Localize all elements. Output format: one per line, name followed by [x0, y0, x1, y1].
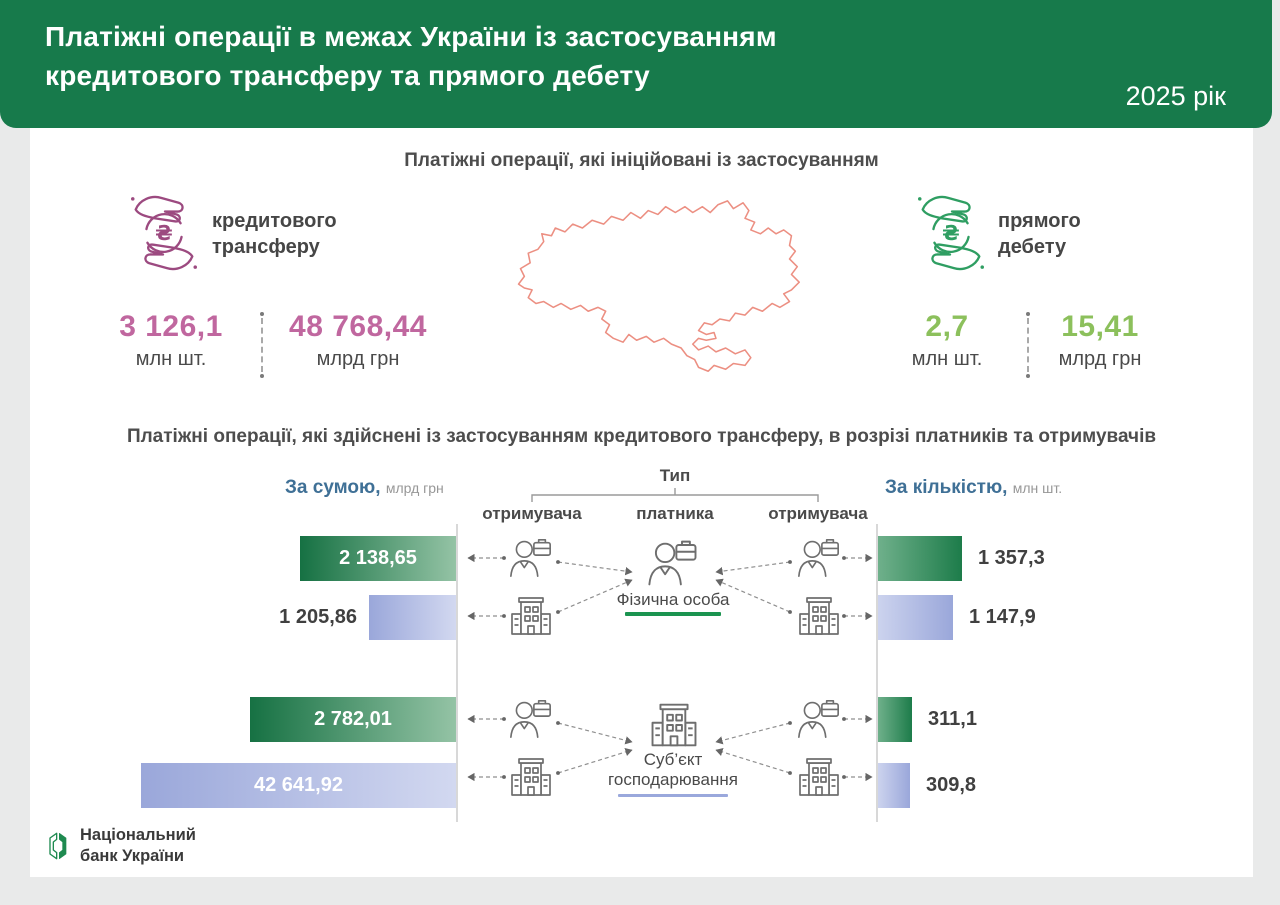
person-receiver-icon — [508, 697, 554, 741]
payer-label-business-line1: Суб’єкт — [643, 750, 703, 769]
type-header: Тип — [659, 466, 691, 485]
debit-amount-stat: 15,41 млрд грн — [1044, 310, 1156, 371]
bar-count-fiz-to-fiz — [878, 536, 962, 581]
bar-count-fiz-to-sub — [878, 595, 953, 640]
building-receiver-icon — [796, 757, 842, 797]
left-axis-line — [456, 524, 458, 822]
payer-label-business-line2: господарювання — [608, 770, 738, 789]
right-axis-line — [876, 524, 878, 822]
debit-count-value: 2,7 — [925, 310, 969, 343]
nbu-logo-icon — [49, 832, 67, 859]
page-title: Платіжні операції в межах України із зас… — [45, 18, 777, 95]
ukraine-map — [517, 200, 800, 372]
bar-sum-sub-to-fiz: 2 782,01 — [250, 697, 456, 742]
section-breakdown-title: Платіжні операції, які здійснені із заст… — [126, 426, 1157, 447]
col-payer: платника — [636, 504, 714, 523]
page-title-line1: Платіжні операції в межах України із зас… — [45, 21, 777, 52]
dotted-divider — [1026, 312, 1030, 378]
page-title-line2: кредитового трансферу та прямого дебету — [45, 59, 650, 91]
sum-axis-label: За сумою, — [285, 477, 381, 498]
building-receiver-icon — [508, 757, 554, 797]
bar-label-count-sub-to-sub: 309,8 — [926, 774, 977, 796]
debit-count-unit: млн шт. — [911, 348, 983, 370]
person-receiver-icon — [796, 697, 842, 741]
credit-transfer-label-line2: трансферу — [212, 236, 320, 258]
hands-hryvnia-icon-debit — [910, 188, 992, 278]
year-badge: 2025 рік — [1125, 81, 1226, 111]
col-receiver-right: отримувача — [768, 504, 868, 523]
building-receiver-icon — [796, 596, 842, 636]
sum-axis-unit: млрд грн — [385, 480, 444, 496]
bar-label-count-fiz-to-fiz: 1 357,3 — [978, 547, 1045, 569]
debit-count-stat: 2,7 млн шт. — [882, 310, 1012, 371]
bar-count-sub-to-sub — [878, 763, 910, 808]
hands-hryvnia-icon-credit — [123, 188, 205, 278]
direct-debit-label-line2: дебету — [998, 236, 1067, 258]
bar-sum-fiz-to-fiz: 2 138,65 — [300, 536, 456, 581]
col-receiver-left: отримувача — [482, 504, 582, 523]
building-receiver-icon — [508, 596, 554, 636]
debit-amount-value: 15,41 — [1061, 310, 1139, 343]
count-axis-caption: За кількістю, млн шт. — [885, 477, 1062, 499]
sum-axis-caption: За сумою, млрд грн — [285, 477, 444, 499]
direct-debit-stats: 2,7 млн шт. 15,41 млрд грн — [882, 310, 1156, 378]
nbu-logo-text: Національний банк України — [80, 825, 196, 866]
bar-sum-fiz-to-sub — [369, 595, 456, 640]
section-initiated-title: Платіжні операції, які ініційовані із за… — [404, 150, 879, 171]
content-card: Платіжні операції, які ініційовані із за… — [30, 128, 1253, 877]
direct-debit-label-line1: прямого — [998, 210, 1081, 232]
count-axis-label: За кількістю, — [885, 477, 1008, 498]
underline-business — [618, 794, 728, 797]
bar-label-count-fiz-to-sub: 1 147,9 — [969, 606, 1036, 628]
credit-count-unit: млн шт. — [135, 348, 207, 370]
direct-debit-label: прямого дебету — [998, 208, 1081, 260]
person-payer-icon — [646, 538, 700, 588]
person-receiver-icon — [508, 536, 554, 580]
underline-individual — [625, 612, 721, 616]
credit-transfer-stats: 3 126,1 млн шт. 48 768,44 млрд грн — [96, 310, 438, 378]
bar-count-sub-to-fiz — [878, 697, 912, 742]
payer-label-individual: Фізична особа — [616, 590, 730, 609]
person-receiver-icon — [796, 536, 842, 580]
bar-label-count-sub-to-fiz: 311,1 — [928, 708, 977, 730]
credit-transfer-label: кредитового трансферу — [212, 208, 337, 260]
credit-amount-stat: 48 768,44 млрд грн — [278, 310, 438, 371]
nbu-logo: Національний банк України — [46, 825, 196, 866]
nbu-logo-line1: Національний — [80, 826, 196, 844]
header: Платіжні операції в межах України із зас… — [0, 0, 1272, 128]
dotted-divider — [260, 312, 264, 378]
credit-count-stat: 3 126,1 млн шт. — [96, 310, 246, 371]
credit-count-value: 3 126,1 — [119, 310, 223, 343]
debit-amount-unit: млрд грн — [1058, 348, 1142, 370]
nbu-logo-line2: банк України — [80, 846, 185, 865]
count-axis-unit: млн шт. — [1012, 480, 1063, 496]
bar-sum-sub-to-sub: 42 641,92 — [141, 763, 456, 808]
bar-label-sum-fiz-to-sub: 1 205,86 — [279, 606, 357, 628]
credit-amount-unit: млрд грн — [316, 348, 400, 370]
type-bracket — [531, 488, 819, 502]
credit-transfer-label-line1: кредитового — [212, 210, 337, 232]
payer-label-business: Суб’єкт господарювання — [588, 750, 758, 790]
building-payer-icon — [648, 702, 700, 748]
credit-amount-value: 48 768,44 — [289, 310, 427, 343]
